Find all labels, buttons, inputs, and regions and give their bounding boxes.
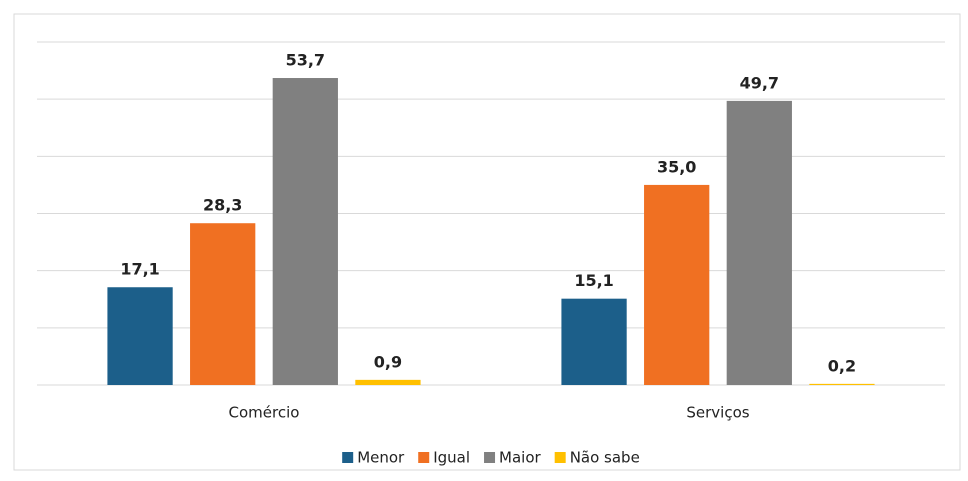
legend-label: Maior	[499, 449, 541, 467]
data-label: 15,1	[574, 271, 613, 290]
x-tick-label: Comércio	[229, 404, 300, 422]
data-label: 35,0	[657, 157, 696, 176]
bar	[644, 184, 710, 385]
data-label: 0,9	[374, 352, 402, 371]
bar	[726, 100, 792, 386]
bar	[355, 379, 421, 385]
legend-label: Menor	[357, 449, 405, 467]
data-label: 49,7	[740, 73, 779, 92]
legend-swatch	[554, 452, 566, 463]
bar	[190, 223, 256, 385]
data-label: 28,3	[203, 196, 242, 215]
data-label: 53,7	[286, 51, 325, 70]
legend-label: Não sabe	[570, 449, 640, 467]
bar	[561, 298, 627, 385]
chart-border	[13, 13, 961, 471]
legend-swatch	[342, 452, 354, 463]
legend-label: Igual	[433, 449, 470, 467]
bar	[107, 287, 173, 385]
bar	[272, 78, 338, 385]
legend-swatch	[484, 452, 496, 463]
bar	[809, 383, 875, 385]
data-label: 0,2	[828, 356, 856, 375]
data-label: 17,1	[120, 260, 159, 279]
legend-swatch	[418, 452, 430, 463]
x-tick-label: Serviços	[686, 404, 749, 422]
